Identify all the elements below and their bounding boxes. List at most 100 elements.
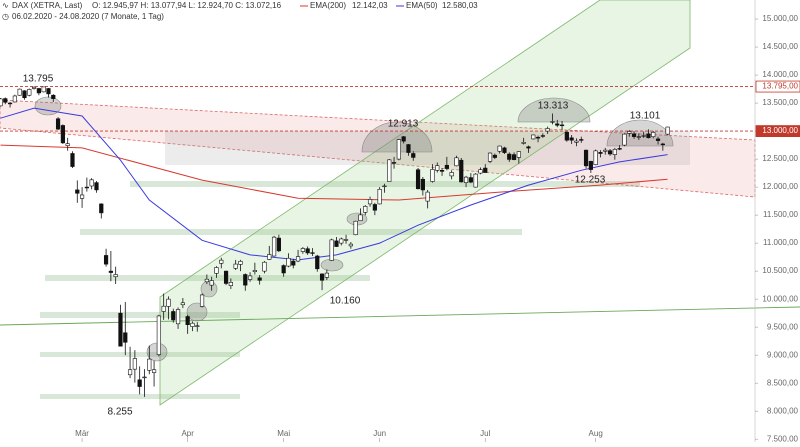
candle-body: [166, 298, 171, 307]
dome: [606, 119, 674, 147]
annotation: 10.160: [330, 296, 361, 307]
candle-body: [507, 153, 512, 160]
candle-body: [7, 102, 13, 105]
candle-body: [564, 131, 569, 141]
y-tick-label: 14.000,00: [762, 70, 798, 79]
candle-body: [363, 206, 368, 213]
y-tick-label: 8.000,00: [767, 406, 799, 415]
candle-body: [147, 358, 152, 371]
y-tick-label: 12.500,00: [762, 154, 798, 163]
range-text: 06.02.2020 - 24.08.2020 (7 Monate, 1 Tag…: [12, 12, 164, 21]
candle-body: [3, 98, 8, 103]
candle-body: [463, 176, 469, 183]
candle-body: [70, 153, 75, 167]
zone: [40, 394, 240, 399]
x-tick-label: Jul: [480, 429, 490, 438]
candle-body: [420, 178, 425, 191]
candle-body: [271, 236, 277, 257]
candle-body: [425, 191, 430, 202]
ellipse: [34, 96, 62, 116]
candle-body: [180, 302, 185, 306]
candle-body: [329, 239, 334, 261]
dome: [361, 121, 433, 153]
y-tick-label: 11.000,00: [763, 238, 799, 247]
candle-body: [535, 136, 541, 139]
candle-body: [99, 203, 104, 214]
annotation: 12.253: [575, 175, 606, 186]
candle-body: [483, 167, 488, 173]
candle-body: [343, 239, 349, 241]
candle-body: [588, 161, 593, 170]
candle-body: [631, 133, 637, 137]
candle-body: [132, 358, 137, 370]
candle-body: [540, 135, 545, 137]
candle-body: [651, 132, 656, 137]
zone: [40, 312, 240, 318]
candle-body: [559, 124, 565, 127]
legend-value: 12.580,03: [442, 1, 478, 10]
indicator-line: [0, 144, 668, 201]
candle-body: [511, 154, 517, 161]
candle-body: [377, 189, 382, 205]
candle-body: [257, 277, 262, 281]
candle-body: [281, 265, 286, 274]
candle-body: [545, 128, 550, 132]
candle-body: [315, 255, 320, 270]
candle-body: [406, 144, 411, 153]
candle-body: [607, 150, 613, 155]
candle-body: [127, 369, 133, 376]
legend-label: EMA(200): [310, 1, 346, 10]
annotation: 13.795: [23, 74, 54, 85]
candle-body: [243, 274, 248, 286]
candle-body: [439, 170, 445, 172]
candle-body: [646, 133, 651, 139]
candle-body: [372, 204, 377, 211]
dome: [517, 97, 591, 123]
candle-body: [478, 169, 483, 174]
candle-body: [401, 136, 406, 142]
candle-body: [55, 118, 61, 130]
candle-body: [89, 179, 94, 187]
y-tick-label: 9.000,00: [767, 350, 799, 359]
candle-body: [415, 169, 421, 190]
candle-body: [204, 278, 209, 283]
candle-body: [223, 270, 229, 284]
chart-title: DAX (XETRA, Last): [12, 1, 83, 10]
candle-body: [334, 240, 339, 247]
candle-body: [497, 145, 502, 152]
candle-body: [161, 305, 166, 312]
candle-body: [598, 152, 603, 154]
zone: [40, 352, 240, 357]
candle-body: [190, 322, 195, 327]
candle-body: [267, 254, 272, 260]
y-tick-label: 8.500,00: [767, 378, 799, 387]
candle-body: [137, 379, 142, 387]
candle-body: [60, 125, 65, 144]
candle-body: [142, 376, 147, 379]
candle-body: [228, 281, 233, 287]
candle-body: [411, 153, 416, 158]
candle-body: [324, 272, 329, 278]
x-tick-label: Apr: [181, 429, 194, 438]
price-label-box: [755, 125, 800, 137]
candle-body: [27, 89, 32, 96]
candle-body: [156, 315, 161, 355]
candle-body: [636, 136, 641, 138]
ellipse: [200, 280, 218, 298]
annotation: 13.101: [630, 111, 661, 122]
y-tick-label: 15.000,00: [762, 14, 798, 23]
x-tick-label: Mai: [277, 429, 290, 438]
candle-body: [238, 260, 243, 265]
candle-body: [94, 182, 99, 191]
candle-body: [550, 121, 555, 123]
y-tick-label: 12.000,00: [762, 182, 798, 191]
candle-body: [459, 159, 464, 183]
zone: [80, 229, 522, 235]
candle-body: [195, 325, 200, 327]
candle-body: [209, 280, 214, 286]
candle-body: [492, 154, 497, 158]
candle-body: [214, 267, 219, 274]
candle-body: [526, 146, 531, 149]
candle-body: [531, 134, 536, 140]
